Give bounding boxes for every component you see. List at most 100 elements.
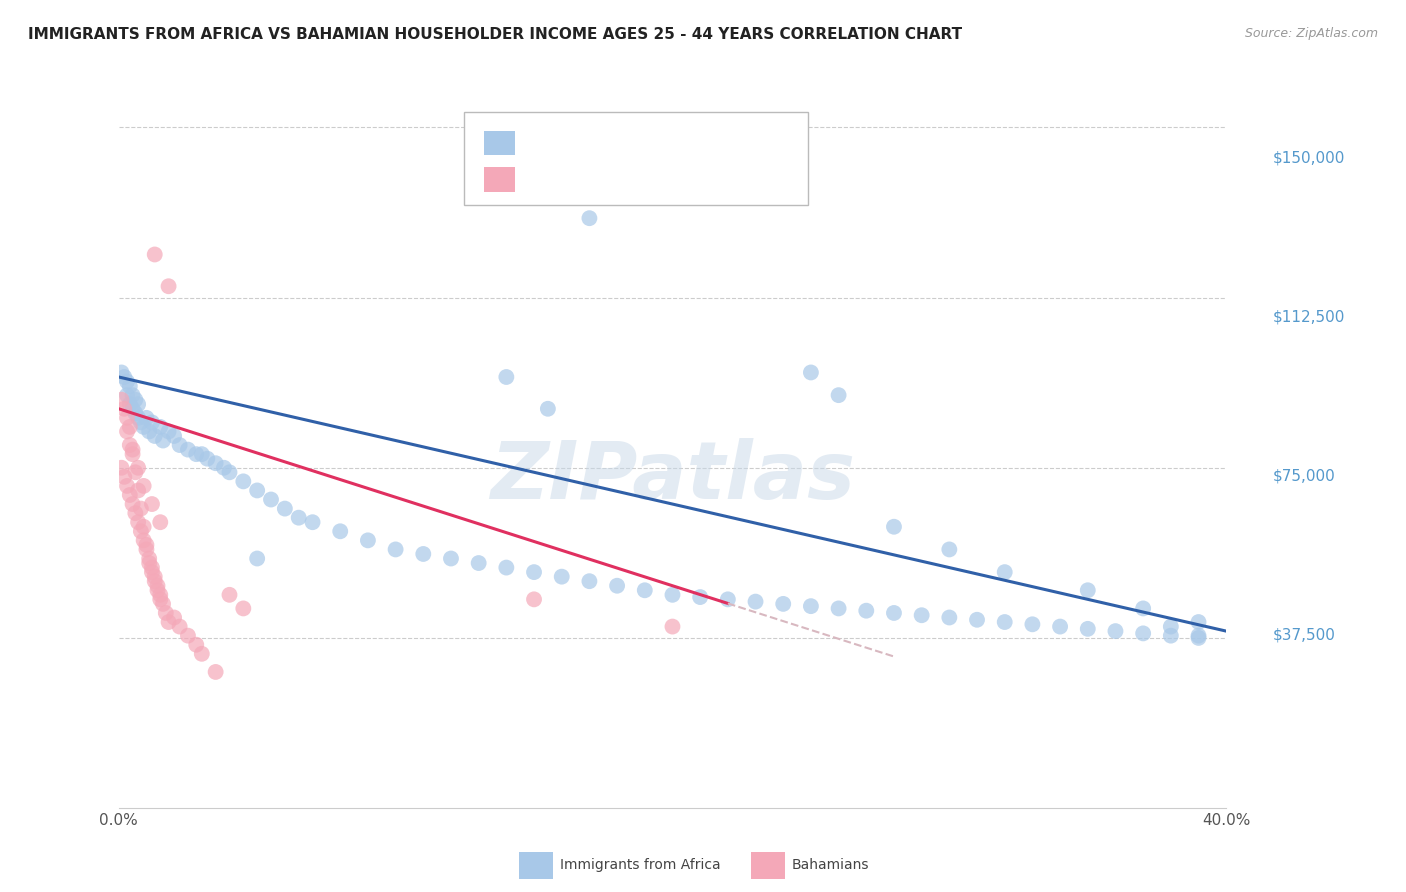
Point <box>129 524 152 539</box>
Point <box>149 420 172 434</box>
Point <box>121 442 143 457</box>
Point <box>132 533 155 548</box>
Point <box>146 583 169 598</box>
Point <box>384 542 406 557</box>
Point <box>717 592 740 607</box>
Point <box>152 434 174 448</box>
Point <box>121 447 143 461</box>
Text: N =: N = <box>626 172 658 187</box>
Point <box>127 397 149 411</box>
Text: $112,500: $112,500 <box>1272 310 1344 325</box>
Point <box>523 592 546 607</box>
Point <box>1049 619 1071 633</box>
Text: Bahamians: Bahamians <box>792 858 869 872</box>
Point <box>301 515 323 529</box>
Point <box>966 613 988 627</box>
Point <box>186 447 208 461</box>
Point <box>112 470 135 484</box>
Point <box>124 406 146 420</box>
Point <box>149 588 172 602</box>
Point <box>218 588 240 602</box>
Point <box>195 451 218 466</box>
Point <box>772 597 794 611</box>
Point <box>800 366 823 380</box>
Point <box>149 592 172 607</box>
Point <box>110 392 132 407</box>
Point <box>157 425 180 439</box>
Point <box>143 574 166 589</box>
Point <box>232 601 254 615</box>
Text: $75,000: $75,000 <box>1272 468 1336 483</box>
Point <box>260 492 283 507</box>
Text: Immigrants from Africa: Immigrants from Africa <box>560 858 720 872</box>
Text: Source: ZipAtlas.com: Source: ZipAtlas.com <box>1244 27 1378 40</box>
Point <box>232 475 254 489</box>
Point <box>800 599 823 614</box>
Point <box>163 429 186 443</box>
Point <box>911 608 934 623</box>
Point <box>938 610 960 624</box>
Point <box>994 615 1017 629</box>
Point <box>827 388 849 402</box>
Point <box>744 594 766 608</box>
Point <box>141 416 163 430</box>
Point <box>1077 622 1099 636</box>
Point <box>132 479 155 493</box>
Point <box>578 574 600 589</box>
Point <box>152 597 174 611</box>
Point <box>110 460 132 475</box>
Text: -0.388: -0.388 <box>558 172 610 187</box>
Point <box>177 629 200 643</box>
Text: $150,000: $150,000 <box>1272 151 1344 165</box>
Point <box>689 590 711 604</box>
Point <box>523 565 546 579</box>
Point <box>1132 601 1154 615</box>
Point <box>440 551 463 566</box>
Point <box>141 565 163 579</box>
Point <box>212 460 235 475</box>
Point <box>124 392 146 407</box>
Point <box>135 538 157 552</box>
Point <box>357 533 380 548</box>
Point <box>112 370 135 384</box>
Point <box>143 429 166 443</box>
Point <box>606 579 628 593</box>
Point <box>118 379 141 393</box>
Point <box>115 479 138 493</box>
Point <box>994 565 1017 579</box>
Point <box>1187 615 1209 629</box>
Point <box>138 556 160 570</box>
Point <box>218 465 240 479</box>
Text: R =: R = <box>523 172 554 187</box>
Point <box>186 638 208 652</box>
Point <box>1021 617 1043 632</box>
Point <box>121 401 143 416</box>
Point <box>1104 624 1126 639</box>
Point <box>169 438 191 452</box>
Point <box>578 211 600 226</box>
Text: ZIPatlas: ZIPatlas <box>489 438 855 516</box>
Point <box>124 465 146 479</box>
Point <box>204 456 226 470</box>
Point <box>143 247 166 261</box>
Point <box>129 501 152 516</box>
Point <box>115 375 138 389</box>
Point <box>938 542 960 557</box>
Point <box>246 483 269 498</box>
Point <box>329 524 352 539</box>
Point <box>141 497 163 511</box>
Point <box>191 647 214 661</box>
Point <box>127 515 149 529</box>
Point <box>112 401 135 416</box>
Text: -0.634: -0.634 <box>558 136 610 151</box>
Point <box>883 520 905 534</box>
Point <box>883 606 905 620</box>
Point <box>495 370 517 384</box>
Point <box>1187 629 1209 643</box>
Point <box>146 579 169 593</box>
Point <box>1187 631 1209 645</box>
Point <box>132 420 155 434</box>
Point <box>163 610 186 624</box>
Point <box>118 488 141 502</box>
Point <box>827 601 849 615</box>
